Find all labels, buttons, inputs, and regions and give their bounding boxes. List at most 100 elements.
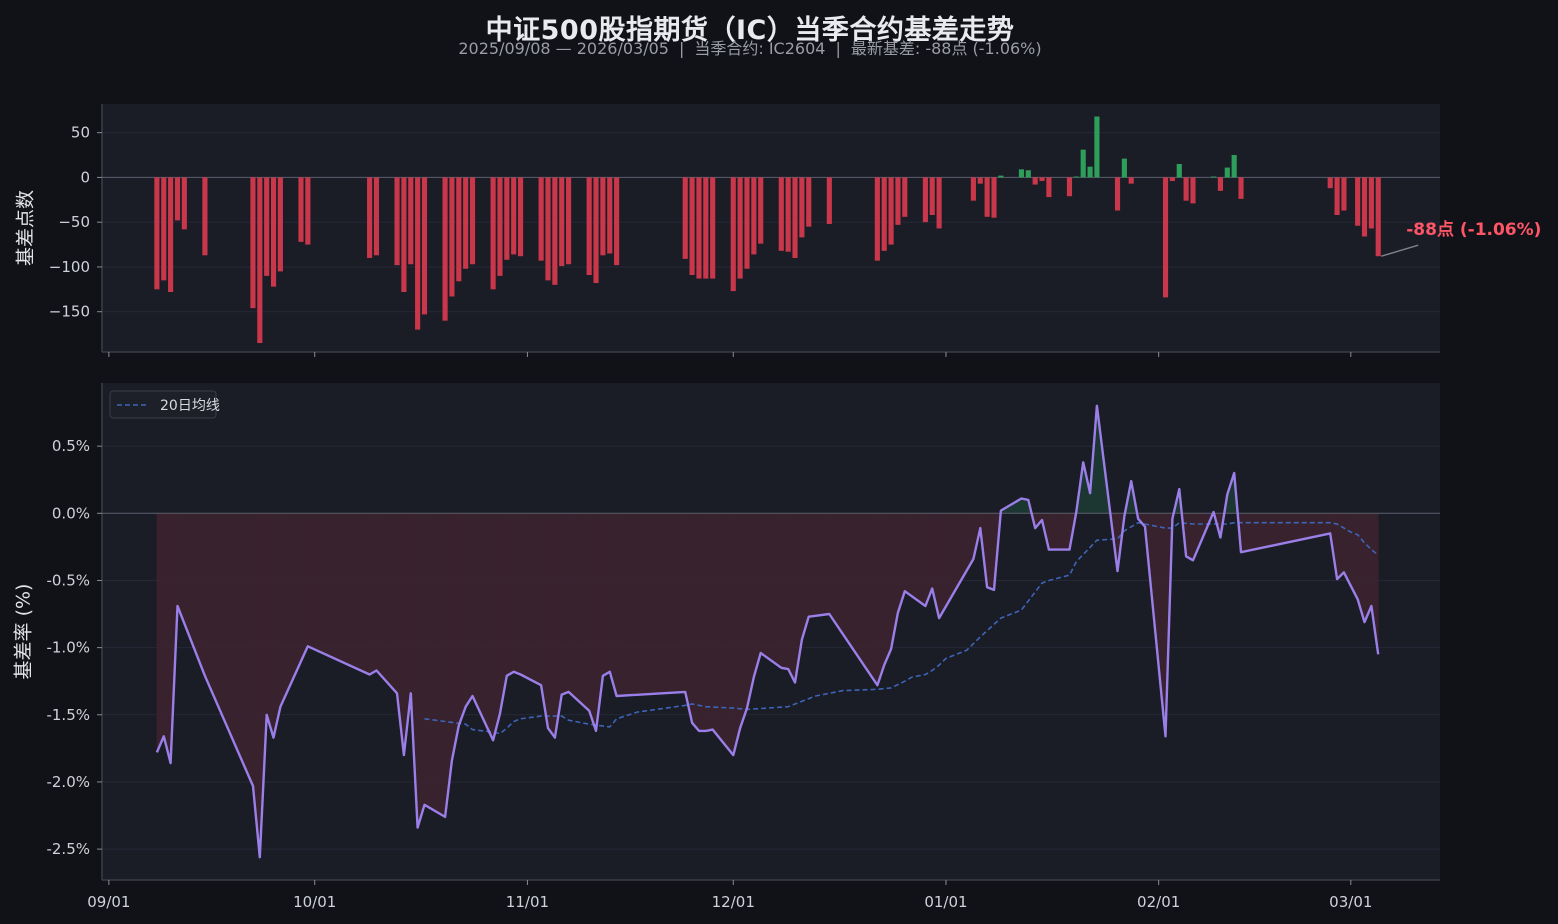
basis-bar <box>1169 177 1175 181</box>
bottom-y-tick-label: 0.5% <box>52 437 90 455</box>
basis-bar <box>277 177 283 272</box>
basis-bar <box>744 177 750 269</box>
basis-bar <box>1231 155 1237 178</box>
basis-bar <box>1039 177 1045 181</box>
basis-bar <box>1080 149 1086 178</box>
basis-bar <box>778 177 784 251</box>
basis-bar <box>998 175 1004 178</box>
top-y-tick-label: −100 <box>49 258 90 276</box>
basis-bar <box>1341 177 1347 211</box>
top-y-tick-label: 50 <box>71 124 90 142</box>
basis-bar <box>1121 158 1127 178</box>
basis-bar <box>1087 166 1093 178</box>
basis-bar <box>1368 177 1374 229</box>
subtitle-date-range: 2025/09/08 — 2026/03/05 <box>458 39 669 58</box>
subtitle-latest-basis: 最新基差: -88点 (-1.06%) <box>850 39 1042 58</box>
basis-bar <box>367 177 373 258</box>
basis-bar <box>710 177 716 279</box>
basis-bar <box>751 177 757 255</box>
bottom-y-tick-label: -2.0% <box>46 773 90 791</box>
basis-bar <box>936 177 942 229</box>
basis-rate-line <box>155 404 1380 859</box>
basis-bar <box>785 177 791 252</box>
basis-bar <box>703 177 709 279</box>
basis-bar <box>792 177 798 258</box>
basis-bar <box>504 177 510 260</box>
basis-bar <box>977 177 983 184</box>
basis-bar <box>1183 177 1189 201</box>
top-y-axis-title: 基差点数 <box>15 190 37 266</box>
basis-bar <box>586 177 592 276</box>
basis-bar <box>593 177 599 284</box>
basis-bar <box>463 177 469 269</box>
top-y-tick-label: 0 <box>80 168 90 186</box>
basis-bar <box>1162 177 1169 298</box>
basis-bar <box>1224 167 1230 178</box>
legend-box <box>109 390 217 419</box>
basis-bar <box>737 177 743 279</box>
ma20-line <box>424 521 1379 735</box>
basis-bar <box>984 177 990 217</box>
basis-bar <box>538 177 544 261</box>
basis-bar <box>566 177 572 265</box>
basis-bar <box>490 177 496 290</box>
basis-bar <box>1334 177 1340 216</box>
basis-bar <box>1073 176 1079 178</box>
basis-bar <box>874 177 880 261</box>
basis-bar <box>456 177 462 282</box>
basis-bar <box>799 177 805 238</box>
x-tick-label: 09/01 <box>87 893 130 911</box>
basis-bar <box>545 177 551 281</box>
latest-basis-annotation: -88点 (-1.06%) <box>1406 219 1541 240</box>
basis-bar <box>1018 169 1025 178</box>
basis-bar <box>607 177 613 254</box>
basis-bar <box>401 177 407 293</box>
basis-bar <box>1217 177 1224 191</box>
basis-bar <box>415 177 421 330</box>
bottom-y-tick-label: -2.5% <box>46 840 90 858</box>
basis-bar <box>991 177 997 218</box>
x-tick-label: 01/01 <box>924 893 967 911</box>
basis-bar <box>902 177 908 217</box>
basis-bar <box>614 177 620 266</box>
top-x-axis <box>108 352 1352 357</box>
top-panel-background <box>102 104 1440 352</box>
basis-bar <box>730 177 736 292</box>
basis-bar <box>449 177 455 297</box>
basis-bar <box>511 177 517 255</box>
basis-bar <box>270 177 277 287</box>
basis-bar <box>421 177 428 315</box>
bottom-y-tick-label: -0.5% <box>46 571 90 589</box>
basis-bar <box>600 177 606 256</box>
top-y-tick-label: −150 <box>49 303 90 321</box>
legend: 20日均线 <box>109 390 220 419</box>
basis-rate-panel: 0.5% 0.0% -0.5% -1.0% -1.5% -2.0% -2.5% 09/01 1… <box>13 383 1440 911</box>
bottom-x-axis: 09/01 10/01 11/01 12/01 01/01 02/01 03/01 <box>87 880 1372 911</box>
basis-bar <box>1361 177 1368 237</box>
basis-bar <box>1046 177 1052 198</box>
basis-bar <box>888 177 894 245</box>
basis-bar <box>250 177 256 309</box>
basis-bar <box>442 177 448 321</box>
subtitle-contract: 当季合约: IC2604 <box>694 39 826 58</box>
basis-bar <box>1238 177 1244 199</box>
basis-bar <box>970 177 976 201</box>
bottom-y-tick-label: 0.0% <box>52 504 90 522</box>
basis-bar <box>826 177 832 224</box>
basis-bar <box>1114 177 1121 211</box>
basis-bar <box>696 177 702 279</box>
basis-bar <box>1375 177 1381 257</box>
annotation-leader-line <box>1381 244 1419 257</box>
basis-bar <box>408 177 414 265</box>
basis-bar <box>305 177 311 245</box>
x-tick-label: 10/01 <box>293 893 336 911</box>
top-y-tick-label: −50 <box>58 213 90 231</box>
basis-bar <box>1128 177 1134 184</box>
basis-bar <box>806 177 812 227</box>
basis-bar <box>394 177 400 266</box>
basis-bar <box>881 177 887 251</box>
basis-bars <box>154 116 1381 344</box>
basis-bar <box>1176 163 1182 178</box>
x-tick-label: 02/01 <box>1137 893 1180 911</box>
